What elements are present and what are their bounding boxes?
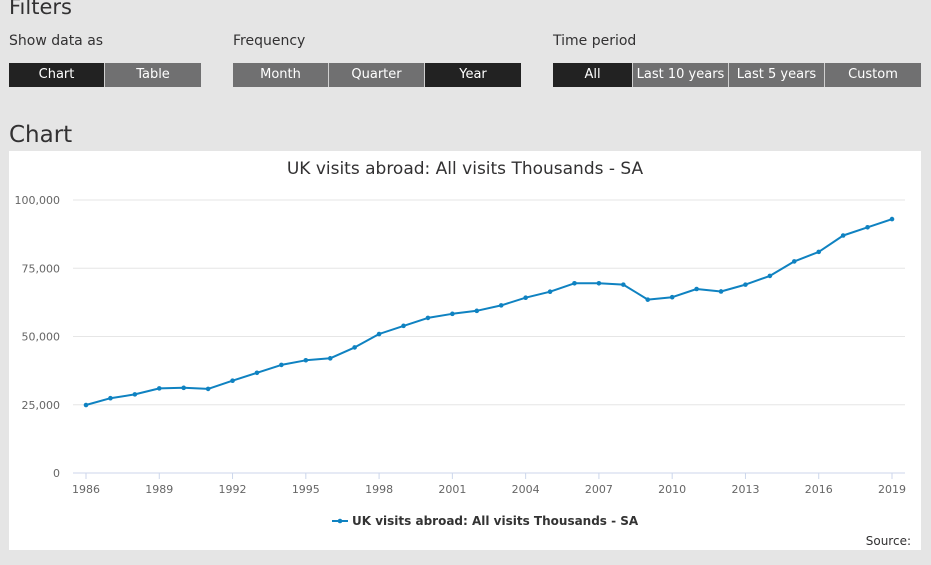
y-tick-label: 50,000 — [22, 331, 61, 344]
data-point — [718, 289, 724, 294]
chart-title: UK visits abroad: All visits Thousands -… — [287, 159, 644, 179]
x-tick-label: 1989 — [145, 483, 173, 496]
y-tick-label: 75,000 — [22, 262, 61, 275]
data-point — [694, 286, 699, 292]
data-point — [889, 216, 895, 222]
custom-period-button[interactable]: Custom — [825, 63, 921, 87]
source-label: Source: — [865, 534, 911, 548]
filters-heading: Filters — [9, 0, 72, 19]
data-point — [132, 392, 138, 397]
quarter-button[interactable]: Quarter — [329, 63, 425, 87]
data-point — [181, 385, 186, 391]
table-view-button[interactable]: Table — [105, 63, 201, 87]
series-line — [85, 218, 893, 406]
data-point — [816, 249, 822, 255]
last-5-years-button[interactable]: Last 5 years — [729, 63, 825, 87]
data-point — [376, 331, 382, 337]
data-point — [108, 395, 113, 401]
data-point — [572, 280, 577, 286]
data-point — [474, 308, 480, 314]
show-data-as-label: Show data as — [9, 33, 104, 49]
data-point — [352, 345, 357, 350]
data-point — [279, 362, 284, 368]
last-10-years-button[interactable]: Last 10 years — [633, 63, 729, 87]
show-data-as-group: Chart Table — [9, 63, 201, 87]
x-tick-label: 1986 — [72, 483, 100, 496]
x-tick-label: 2016 — [805, 483, 833, 496]
legend-marker — [337, 518, 343, 524]
line-chart: UK visits abroad: All visits Thousands -… — [15, 159, 907, 528]
data-point — [547, 289, 553, 295]
data-point — [865, 225, 870, 230]
data-point — [743, 282, 748, 287]
data-point — [450, 311, 455, 317]
chart-panel: UK visits abroad: All visits Thousands -… — [9, 151, 921, 550]
frequency-group: Month Quarter Year — [233, 63, 521, 87]
data-point — [425, 315, 431, 321]
data-point — [83, 402, 89, 408]
legend-label: UK visits abroad: All visits Thousands -… — [352, 514, 639, 528]
y-tick-label: 0 — [53, 467, 60, 480]
y-tick-label: 25,000 — [22, 399, 61, 412]
data-point — [254, 370, 260, 376]
chart-heading: Chart — [9, 122, 73, 148]
x-tick-label: 2004 — [512, 483, 540, 496]
x-tick-label: 2019 — [878, 483, 906, 496]
chart-view-button[interactable]: Chart — [9, 63, 105, 87]
data-point — [669, 294, 675, 300]
x-tick-label: 1992 — [219, 483, 247, 496]
data-point — [792, 259, 797, 264]
x-tick-label: 2013 — [731, 483, 759, 496]
data-point — [230, 378, 235, 384]
all-period-button[interactable]: All — [553, 63, 633, 87]
y-tick-label: 100,000 — [15, 194, 61, 207]
x-tick-label: 1998 — [365, 483, 393, 496]
x-tick-label: 2007 — [585, 483, 613, 496]
data-point — [645, 297, 651, 302]
data-point — [767, 273, 773, 279]
x-tick-label: 2001 — [438, 483, 466, 496]
data-point — [327, 356, 333, 361]
data-point — [156, 386, 162, 391]
x-tick-label: 2010 — [658, 483, 686, 496]
month-button[interactable]: Month — [233, 63, 329, 87]
data-point — [621, 282, 626, 287]
x-tick-label: 1995 — [292, 483, 320, 496]
data-point — [840, 233, 846, 238]
data-point — [205, 386, 211, 392]
time-period-label: Time period — [553, 33, 637, 49]
data-point — [596, 280, 602, 286]
frequency-label: Frequency — [233, 33, 306, 49]
data-point — [401, 323, 406, 329]
data-point — [498, 303, 504, 308]
data-point — [523, 295, 528, 301]
time-period-group: All Last 10 years Last 5 years Custom — [553, 63, 921, 87]
year-button[interactable]: Year — [425, 63, 521, 87]
data-point — [303, 357, 309, 363]
